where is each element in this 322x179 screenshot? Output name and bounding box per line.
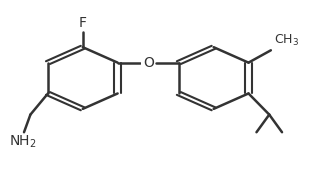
Text: O: O xyxy=(143,56,154,70)
Text: F: F xyxy=(79,16,87,30)
Text: CH$_3$: CH$_3$ xyxy=(274,33,299,48)
Text: NH$_2$: NH$_2$ xyxy=(9,134,36,150)
